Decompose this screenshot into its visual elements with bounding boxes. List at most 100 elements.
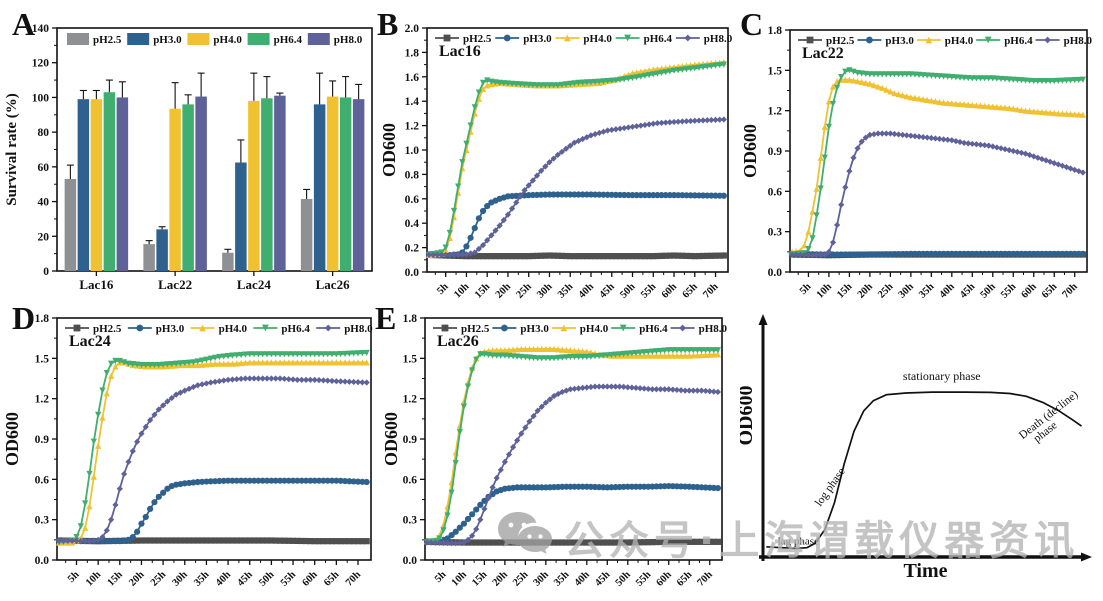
svg-text:50h: 50h <box>979 281 998 300</box>
svg-text:pH3.0: pH3.0 <box>153 34 182 46</box>
svg-text:OD600: OD600 <box>2 412 22 466</box>
svg-text:1.2: 1.2 <box>768 106 783 118</box>
svg-text:25h: 25h <box>515 281 534 300</box>
svg-text:1.6: 1.6 <box>405 72 420 84</box>
svg-text:pH8.0: pH8.0 <box>699 323 728 335</box>
svg-text:0.0: 0.0 <box>768 267 783 279</box>
svg-text:pH4.0: pH4.0 <box>945 35 974 47</box>
svg-text:20: 20 <box>38 231 50 243</box>
svg-text:15h: 15h <box>106 569 125 588</box>
svg-text:35h: 35h <box>556 281 575 300</box>
svg-text:70h: 70h <box>701 281 720 300</box>
svg-text:Lac16: Lac16 <box>439 43 481 60</box>
svg-text:Time: Time <box>903 560 947 582</box>
panel-c-letter: C <box>740 6 764 42</box>
svg-text:1.8: 1.8 <box>405 47 420 59</box>
svg-text:15h: 15h <box>473 281 492 300</box>
svg-text:65h: 65h <box>1040 281 1059 300</box>
svg-text:20h: 20h <box>127 569 146 588</box>
svg-text:OD600: OD600 <box>740 386 757 446</box>
svg-text:0.0: 0.0 <box>403 555 418 567</box>
lac24-growth-chart: 0.0 0.3 0.6 0.9 1.2 1.5 1.8 OD600 5h 10h 15h 20h 25h… <box>2 313 373 589</box>
svg-text:pH6.4: pH6.4 <box>1004 35 1033 47</box>
svg-text:30h: 30h <box>171 569 190 588</box>
svg-text:0.8: 0.8 <box>405 169 420 181</box>
svg-text:30h: 30h <box>897 281 916 300</box>
svg-text:35h: 35h <box>552 569 571 588</box>
svg-text:0.4: 0.4 <box>405 218 420 230</box>
svg-text:10h: 10h <box>450 569 469 588</box>
svg-text:lag phase: lag phase <box>778 535 819 547</box>
svg-text:45h: 45h <box>593 569 612 588</box>
svg-text:1.5: 1.5 <box>768 65 783 77</box>
svg-text:pH4.0: pH4.0 <box>580 323 609 335</box>
panel-growth-phase-schematic: OD600 Time lag phase log phase stationary ph… <box>740 300 1103 601</box>
svg-text:2.0: 2.0 <box>405 23 420 35</box>
panel-c: C 0.0 0.3 0.6 0.9 1.2 1.5 1.8 OD600 5h 10h 15h 20h 2… <box>740 0 1103 300</box>
svg-text:pH2.5: pH2.5 <box>93 323 122 335</box>
svg-text:40h: 40h <box>938 281 957 300</box>
svg-text:pH2.5: pH2.5 <box>461 323 490 335</box>
svg-text:10h: 10h <box>452 281 471 300</box>
svg-text:55h: 55h <box>279 569 298 588</box>
svg-text:60: 60 <box>38 162 50 174</box>
svg-text:1.4: 1.4 <box>405 96 420 108</box>
svg-text:50h: 50h <box>614 569 633 588</box>
svg-text:25h: 25h <box>876 281 895 300</box>
svg-text:pH2.5: pH2.5 <box>93 34 122 46</box>
svg-text:0.9: 0.9 <box>768 146 783 158</box>
svg-text:Lac26: Lac26 <box>316 277 350 292</box>
svg-text:pH8.0: pH8.0 <box>334 34 363 46</box>
svg-text:70h: 70h <box>1060 281 1079 300</box>
svg-text:pH4.0: pH4.0 <box>583 33 612 45</box>
growth-phase-schematic: OD600 Time lag phase log phase stationary ph… <box>740 314 1092 582</box>
svg-text:stationary phase: stationary phase <box>903 369 981 383</box>
svg-text:5h: 5h <box>435 281 451 297</box>
panel-a: A 0 20 40 60 80 100 120 140 Survival rate (%) Lac… <box>0 0 385 300</box>
svg-text:OD600: OD600 <box>740 124 760 178</box>
svg-text:60h: 60h <box>655 569 674 588</box>
svg-text:Lac26: Lac26 <box>437 333 479 350</box>
svg-text:1.2: 1.2 <box>403 394 418 406</box>
svg-text:pH3.0: pH3.0 <box>520 323 549 335</box>
panel-d: D 0.0 0.3 0.6 0.9 1.2 1.5 1.8 OD600 5h 10h 15h 20h 2… <box>0 300 385 601</box>
lac26-growth-chart: 0.0 0.3 0.6 0.9 1.2 1.5 1.8 OD600 5h 10h 15h 20h 25h… <box>381 313 728 589</box>
survival-rate-bar-chart: 0 20 40 60 80 100 120 140 Survival rate (%) Lac16… <box>4 23 373 292</box>
svg-text:15h: 15h <box>835 281 854 300</box>
panel-e: E 0.0 0.3 0.6 0.9 1.2 1.5 1.8 OD600 5h 10h 15h 20h 2… <box>375 300 743 601</box>
svg-text:Survival rate (%): Survival rate (%) <box>4 93 20 205</box>
svg-text:Lac22: Lac22 <box>802 45 844 62</box>
svg-text:0.6: 0.6 <box>405 194 420 206</box>
svg-text:65h: 65h <box>675 569 694 588</box>
svg-text:120: 120 <box>32 58 50 70</box>
svg-text:100: 100 <box>32 92 50 104</box>
svg-text:20h: 20h <box>856 281 875 300</box>
svg-text:30h: 30h <box>532 569 551 588</box>
svg-text:0.3: 0.3 <box>768 227 783 239</box>
svg-text:pH3.0: pH3.0 <box>885 35 914 47</box>
lac16-growth-chart: 0.0 0.2 0.4 0.6 0.8 1.0 1.2 1.4 1.6 1.8 2.0 OD600 5h… <box>379 23 733 300</box>
svg-text:0.3: 0.3 <box>35 515 50 527</box>
svg-text:pH2.5: pH2.5 <box>826 35 855 47</box>
svg-text:55h: 55h <box>639 281 658 300</box>
svg-text:20h: 20h <box>491 569 510 588</box>
svg-text:log phase: log phase <box>813 466 848 509</box>
svg-text:55h: 55h <box>634 569 653 588</box>
svg-text:Lac16: Lac16 <box>79 277 113 292</box>
svg-text:0.9: 0.9 <box>35 434 50 446</box>
svg-text:140: 140 <box>32 23 50 35</box>
svg-text:OD600: OD600 <box>379 123 399 177</box>
svg-text:pH4.0: pH4.0 <box>213 34 242 46</box>
svg-text:0.6: 0.6 <box>35 474 50 486</box>
svg-text:40: 40 <box>38 197 50 209</box>
svg-text:1.2: 1.2 <box>405 121 420 133</box>
svg-text:15h: 15h <box>470 569 489 588</box>
svg-text:pH6.4: pH6.4 <box>274 34 303 46</box>
svg-text:1.8: 1.8 <box>403 313 418 325</box>
svg-text:45h: 45h <box>958 281 977 300</box>
svg-text:25h: 25h <box>511 569 530 588</box>
svg-text:Lac22: Lac22 <box>158 277 192 292</box>
svg-text:5h: 5h <box>433 569 449 585</box>
svg-text:0.6: 0.6 <box>768 186 783 198</box>
svg-text:35h: 35h <box>192 569 211 588</box>
